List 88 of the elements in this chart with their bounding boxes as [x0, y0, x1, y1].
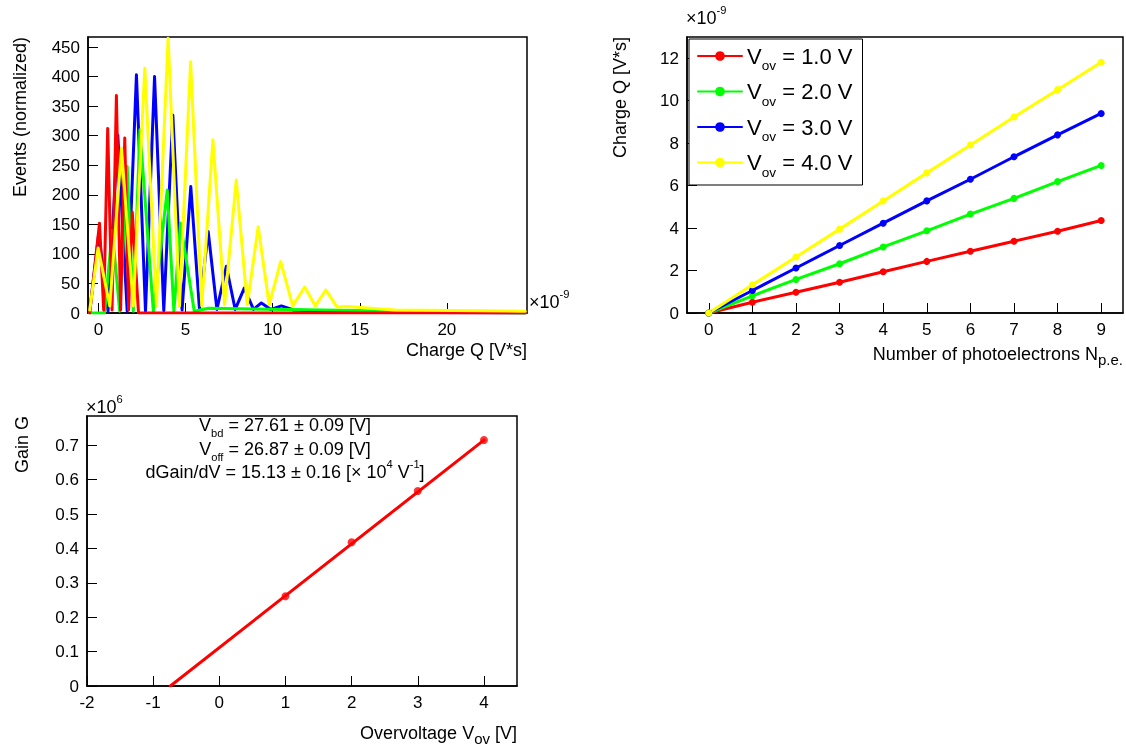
point — [836, 260, 844, 268]
point — [1010, 194, 1018, 202]
y-tick-label: 150 — [51, 214, 80, 234]
y-tick-label: 0.7 — [55, 435, 79, 455]
y-tick-label: 0.4 — [55, 538, 79, 558]
point — [792, 288, 800, 296]
x-tick-label: 10 — [263, 320, 283, 339]
x-tick-label: 0 — [704, 320, 714, 339]
x-tick-label: 5 — [922, 320, 932, 339]
point — [923, 169, 931, 177]
point — [1054, 131, 1062, 139]
x-tick-label: 3 — [413, 693, 423, 712]
x-tick-label: 0 — [93, 320, 104, 339]
y-axis-title: Gain G — [12, 416, 32, 474]
y-tick-label: 250 — [51, 155, 80, 175]
y-tick-label: 8 — [669, 133, 679, 153]
point — [1054, 86, 1062, 94]
point — [347, 538, 356, 547]
y-tick-label: 300 — [51, 126, 80, 146]
y-tick-label: 10 — [660, 91, 679, 111]
point — [836, 278, 844, 286]
x-tick-label: 7 — [1009, 320, 1019, 339]
point — [966, 210, 974, 218]
y-tick-label: 0 — [669, 303, 679, 323]
point — [1054, 227, 1062, 235]
point — [1054, 178, 1062, 186]
point — [879, 268, 887, 276]
point — [966, 247, 974, 255]
y-tick-label: 450 — [51, 37, 80, 57]
y-tick-label: 0.2 — [55, 607, 79, 627]
y-tick-label: 6 — [669, 176, 679, 196]
x-tick-label: 1 — [747, 320, 758, 339]
y-tick-label: 12 — [660, 48, 679, 68]
x-tick-label: 3 — [834, 320, 845, 339]
y-tick-label: 0 — [70, 303, 80, 323]
y-tick-label: 4 — [669, 218, 679, 238]
x-axis-title: Overvoltage V$_{ov}$ [V] — [360, 722, 517, 749]
x-tick-label: 2 — [346, 693, 357, 712]
y-tick-label: 0 — [69, 676, 79, 696]
point — [748, 298, 756, 306]
point — [1010, 237, 1018, 245]
y-tick-label: 100 — [51, 244, 80, 264]
x-tick-label: 4 — [479, 693, 489, 712]
x-tick-label: 6 — [965, 320, 976, 339]
x-tick-label: 2 — [791, 320, 801, 339]
x-tick-label: 1 — [280, 693, 291, 712]
x-axis-title: Number of photoelectrons N$_{p.e.}$ — [872, 343, 1123, 370]
y-tick-label: 0.3 — [55, 573, 79, 593]
point — [966, 141, 974, 149]
x-tick-label: 5 — [180, 320, 191, 339]
x-tick-label: 0 — [214, 693, 225, 712]
point — [792, 275, 800, 283]
y-axis-title: Charge Q [V*s] — [610, 37, 630, 159]
point — [879, 219, 887, 227]
point — [923, 227, 931, 235]
x-tick-label: 8 — [1052, 320, 1063, 339]
point — [1097, 109, 1105, 117]
x-tick-label: 15 — [350, 320, 370, 339]
point — [923, 257, 931, 265]
point — [879, 197, 887, 205]
point — [413, 486, 422, 495]
point — [879, 243, 887, 251]
point — [479, 436, 488, 445]
point — [748, 281, 756, 289]
point — [1097, 216, 1105, 224]
y-tick-label: 0.5 — [55, 504, 79, 524]
y-tick-label: 0.1 — [55, 642, 79, 662]
point — [836, 225, 844, 233]
point — [1097, 161, 1105, 169]
point — [923, 197, 931, 205]
point — [966, 175, 974, 183]
y-tick-label: 0.6 — [55, 470, 79, 490]
y-tick-label: 200 — [51, 185, 80, 205]
point — [1010, 153, 1018, 161]
y-tick-label: 350 — [51, 96, 80, 116]
x-tick-label: -2 — [79, 693, 95, 712]
y-tick-label: 2 — [669, 261, 679, 281]
point — [281, 592, 290, 601]
x-tick-label: 20 — [437, 320, 457, 339]
point — [1097, 58, 1105, 66]
y-tick-label: 50 — [61, 273, 80, 293]
point — [836, 241, 844, 249]
y-axis-title: Events (normalized) — [10, 37, 30, 198]
x-tick-label: 4 — [878, 320, 888, 339]
x-tick-label: -1 — [145, 693, 161, 712]
x-axis-title: Charge Q [V*s] — [405, 339, 527, 362]
y-tick-label: 400 — [51, 67, 80, 87]
x-tick-label: 9 — [1096, 320, 1106, 339]
